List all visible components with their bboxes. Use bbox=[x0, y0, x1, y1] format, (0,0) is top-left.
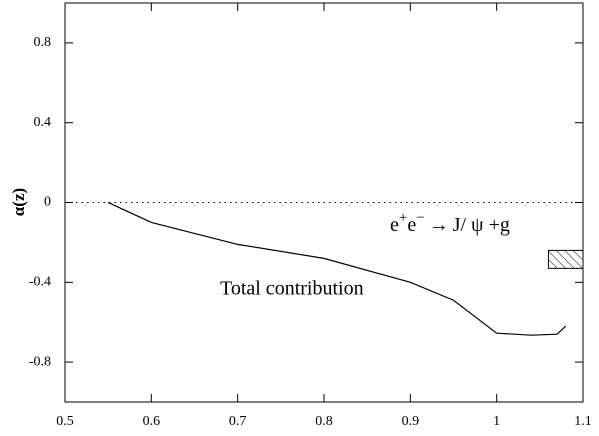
annotation-part: − bbox=[416, 210, 424, 226]
x-tick-label: 0.8 bbox=[315, 414, 333, 429]
annotation-part: → bbox=[429, 214, 449, 236]
series-line bbox=[107, 201, 567, 336]
x-tick-label: 1.1 bbox=[574, 414, 592, 429]
y-tick-label: -0.8 bbox=[29, 354, 51, 369]
annotation-part: e bbox=[407, 214, 416, 236]
reaction-annotation: e+e− → J/ ψ +g bbox=[390, 210, 510, 235]
experimental-band bbox=[547, 249, 584, 269]
x-tick-label: 0.5 bbox=[56, 414, 74, 429]
annotation-part: J/ ψ +g bbox=[453, 214, 510, 236]
y-tick-label: 0 bbox=[44, 195, 51, 210]
annotation-part: e bbox=[390, 214, 399, 236]
y-tick-label: 0.8 bbox=[34, 35, 52, 50]
y-tick-label: 0.4 bbox=[34, 115, 52, 130]
x-tick-label: 0.7 bbox=[229, 414, 247, 429]
x-tick-label: 0.9 bbox=[402, 414, 420, 429]
x-tick-label: 1 bbox=[493, 414, 500, 429]
x-tick-label: 0.6 bbox=[143, 414, 161, 429]
series-label: Total contribution bbox=[220, 278, 364, 300]
y-axis-label: α(z) bbox=[9, 188, 28, 216]
y-tick-label: -0.4 bbox=[29, 275, 51, 290]
annotation-part: + bbox=[399, 210, 407, 226]
